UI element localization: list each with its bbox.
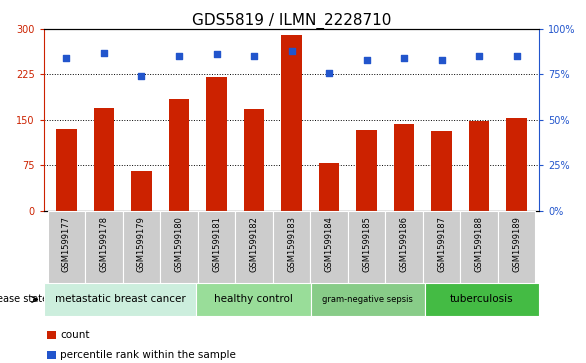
Point xyxy=(325,70,334,76)
Text: healthy control: healthy control xyxy=(214,294,293,305)
Text: percentile rank within the sample: percentile rank within the sample xyxy=(60,350,236,360)
Point xyxy=(437,57,447,63)
Point xyxy=(249,53,258,59)
Bar xyxy=(56,129,77,211)
Text: GSM1599181: GSM1599181 xyxy=(212,216,221,272)
Bar xyxy=(356,130,377,211)
FancyBboxPatch shape xyxy=(235,211,272,283)
Point xyxy=(400,55,409,61)
Point xyxy=(475,53,484,59)
Text: GSM1599184: GSM1599184 xyxy=(325,216,333,272)
Point xyxy=(99,50,108,56)
FancyBboxPatch shape xyxy=(311,283,425,316)
Bar xyxy=(394,124,414,211)
Text: GSM1599177: GSM1599177 xyxy=(62,216,71,272)
Text: GSM1599180: GSM1599180 xyxy=(175,216,183,272)
Text: tuberculosis: tuberculosis xyxy=(450,294,514,305)
FancyBboxPatch shape xyxy=(272,211,311,283)
Text: GSM1599186: GSM1599186 xyxy=(400,216,408,272)
Text: GSM1599185: GSM1599185 xyxy=(362,216,371,272)
Text: GSM1599187: GSM1599187 xyxy=(437,216,446,272)
FancyBboxPatch shape xyxy=(85,211,122,283)
Bar xyxy=(169,99,189,211)
FancyBboxPatch shape xyxy=(423,211,461,283)
Bar xyxy=(431,131,452,211)
FancyBboxPatch shape xyxy=(386,211,423,283)
Text: GSM1599178: GSM1599178 xyxy=(100,216,108,272)
FancyBboxPatch shape xyxy=(498,211,536,283)
Bar xyxy=(506,118,527,211)
FancyBboxPatch shape xyxy=(311,211,348,283)
Text: disease state: disease state xyxy=(0,294,48,305)
Bar xyxy=(244,109,264,211)
Point xyxy=(212,52,221,57)
Bar xyxy=(206,77,227,211)
Text: GSM1599188: GSM1599188 xyxy=(475,216,483,272)
Bar xyxy=(47,351,56,359)
FancyBboxPatch shape xyxy=(44,283,196,316)
Point xyxy=(512,53,522,59)
FancyBboxPatch shape xyxy=(461,211,498,283)
Text: metastatic breast cancer: metastatic breast cancer xyxy=(54,294,186,305)
Bar xyxy=(94,108,114,211)
Point xyxy=(287,48,297,54)
Text: GSM1599183: GSM1599183 xyxy=(287,216,296,272)
Bar xyxy=(469,121,489,211)
FancyBboxPatch shape xyxy=(160,211,197,283)
FancyBboxPatch shape xyxy=(122,211,160,283)
Point xyxy=(362,57,372,63)
FancyBboxPatch shape xyxy=(47,211,85,283)
Bar xyxy=(281,35,302,211)
Bar xyxy=(47,331,56,339)
FancyBboxPatch shape xyxy=(197,211,235,283)
Point xyxy=(137,73,146,79)
Text: GSM1599189: GSM1599189 xyxy=(512,216,521,272)
Bar xyxy=(319,163,339,211)
Point xyxy=(62,55,71,61)
Text: gram-negative sepsis: gram-negative sepsis xyxy=(322,295,413,304)
FancyBboxPatch shape xyxy=(348,211,386,283)
Text: GSM1599179: GSM1599179 xyxy=(137,216,146,272)
Point xyxy=(174,53,183,59)
FancyBboxPatch shape xyxy=(196,283,311,316)
Text: GSM1599182: GSM1599182 xyxy=(250,216,258,272)
Title: GDS5819 / ILMN_2228710: GDS5819 / ILMN_2228710 xyxy=(192,13,391,29)
Text: count: count xyxy=(60,330,90,340)
Bar xyxy=(131,171,152,211)
FancyBboxPatch shape xyxy=(425,283,539,316)
